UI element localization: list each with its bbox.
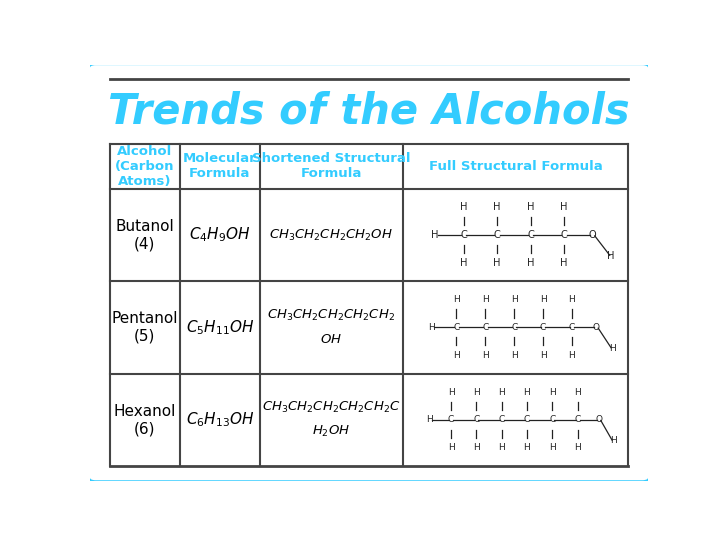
Text: H: H — [426, 415, 433, 424]
Text: H: H — [493, 202, 501, 212]
Text: C: C — [540, 323, 546, 332]
Text: Alcohol
(Carbon
Atoms): Alcohol (Carbon Atoms) — [114, 145, 174, 188]
Text: H: H — [510, 350, 518, 360]
Text: H: H — [539, 295, 546, 304]
Text: C: C — [498, 415, 505, 424]
Text: H: H — [607, 251, 615, 261]
Text: H: H — [549, 388, 556, 397]
Text: $CH_3CH_2CH_2CH_2CH_2$: $CH_3CH_2CH_2CH_2CH_2$ — [267, 308, 395, 323]
Text: $OH$: $OH$ — [320, 333, 343, 346]
Text: H: H — [498, 388, 505, 397]
Text: H: H — [460, 258, 467, 268]
Text: H: H — [610, 436, 616, 445]
Text: C: C — [448, 415, 454, 424]
Text: H: H — [498, 443, 505, 452]
Text: Hexanol
(6): Hexanol (6) — [113, 404, 176, 436]
Text: H: H — [473, 443, 480, 452]
Text: C: C — [473, 415, 480, 424]
Text: Molecular
Formula: Molecular Formula — [183, 152, 256, 180]
Text: H: H — [428, 323, 436, 332]
Text: H: H — [448, 388, 454, 397]
Text: H: H — [453, 350, 460, 360]
Text: O: O — [593, 323, 600, 332]
Text: C: C — [549, 415, 555, 424]
Text: Butanol
(4): Butanol (4) — [115, 219, 174, 251]
Text: H: H — [569, 350, 575, 360]
Text: C: C — [511, 323, 517, 332]
Text: C: C — [482, 323, 488, 332]
Text: $C_5H_{11}OH$: $C_5H_{11}OH$ — [186, 318, 254, 337]
Text: C: C — [524, 415, 530, 424]
Text: C: C — [494, 230, 500, 240]
Text: Full Structural Formula: Full Structural Formula — [428, 160, 603, 173]
Text: $CH_3CH_2CH_2CH_2OH$: $CH_3CH_2CH_2CH_2OH$ — [269, 227, 393, 242]
Text: C: C — [527, 230, 534, 240]
Text: H: H — [575, 388, 581, 397]
Text: H: H — [482, 350, 489, 360]
Text: Shortened Structural
Formula: Shortened Structural Formula — [252, 152, 410, 180]
Text: H: H — [460, 202, 467, 212]
Text: H: H — [560, 258, 568, 268]
Text: C: C — [561, 230, 567, 240]
Text: Trends of the Alcohols: Trends of the Alcohols — [108, 91, 630, 133]
Text: C: C — [569, 323, 575, 332]
Text: O: O — [589, 230, 596, 240]
Text: H: H — [527, 202, 534, 212]
Text: H: H — [539, 350, 546, 360]
Text: H: H — [523, 388, 531, 397]
Text: H: H — [482, 295, 489, 304]
Text: H: H — [510, 295, 518, 304]
Text: H: H — [609, 344, 616, 353]
Text: $CH_3CH_2CH_2CH_2CH_2C$: $CH_3CH_2CH_2CH_2CH_2C$ — [262, 400, 400, 415]
Text: H: H — [453, 295, 460, 304]
Text: H: H — [527, 258, 534, 268]
Text: H: H — [448, 443, 454, 452]
Text: H: H — [493, 258, 501, 268]
Text: C: C — [575, 415, 581, 424]
Text: H: H — [431, 230, 439, 240]
Text: $C_4H_9OH$: $C_4H_9OH$ — [189, 226, 251, 245]
Text: $H_2OH$: $H_2OH$ — [312, 424, 351, 440]
FancyBboxPatch shape — [87, 63, 651, 483]
Text: C: C — [454, 323, 459, 332]
Text: O: O — [595, 415, 603, 424]
Text: H: H — [569, 295, 575, 304]
Text: H: H — [473, 388, 480, 397]
Text: H: H — [549, 443, 556, 452]
Text: H: H — [560, 202, 568, 212]
Text: Pentanol
(5): Pentanol (5) — [112, 311, 178, 343]
Text: $C_6H_{13}OH$: $C_6H_{13}OH$ — [186, 410, 254, 429]
Text: H: H — [575, 443, 581, 452]
Text: H: H — [523, 443, 531, 452]
Text: C: C — [460, 230, 467, 240]
